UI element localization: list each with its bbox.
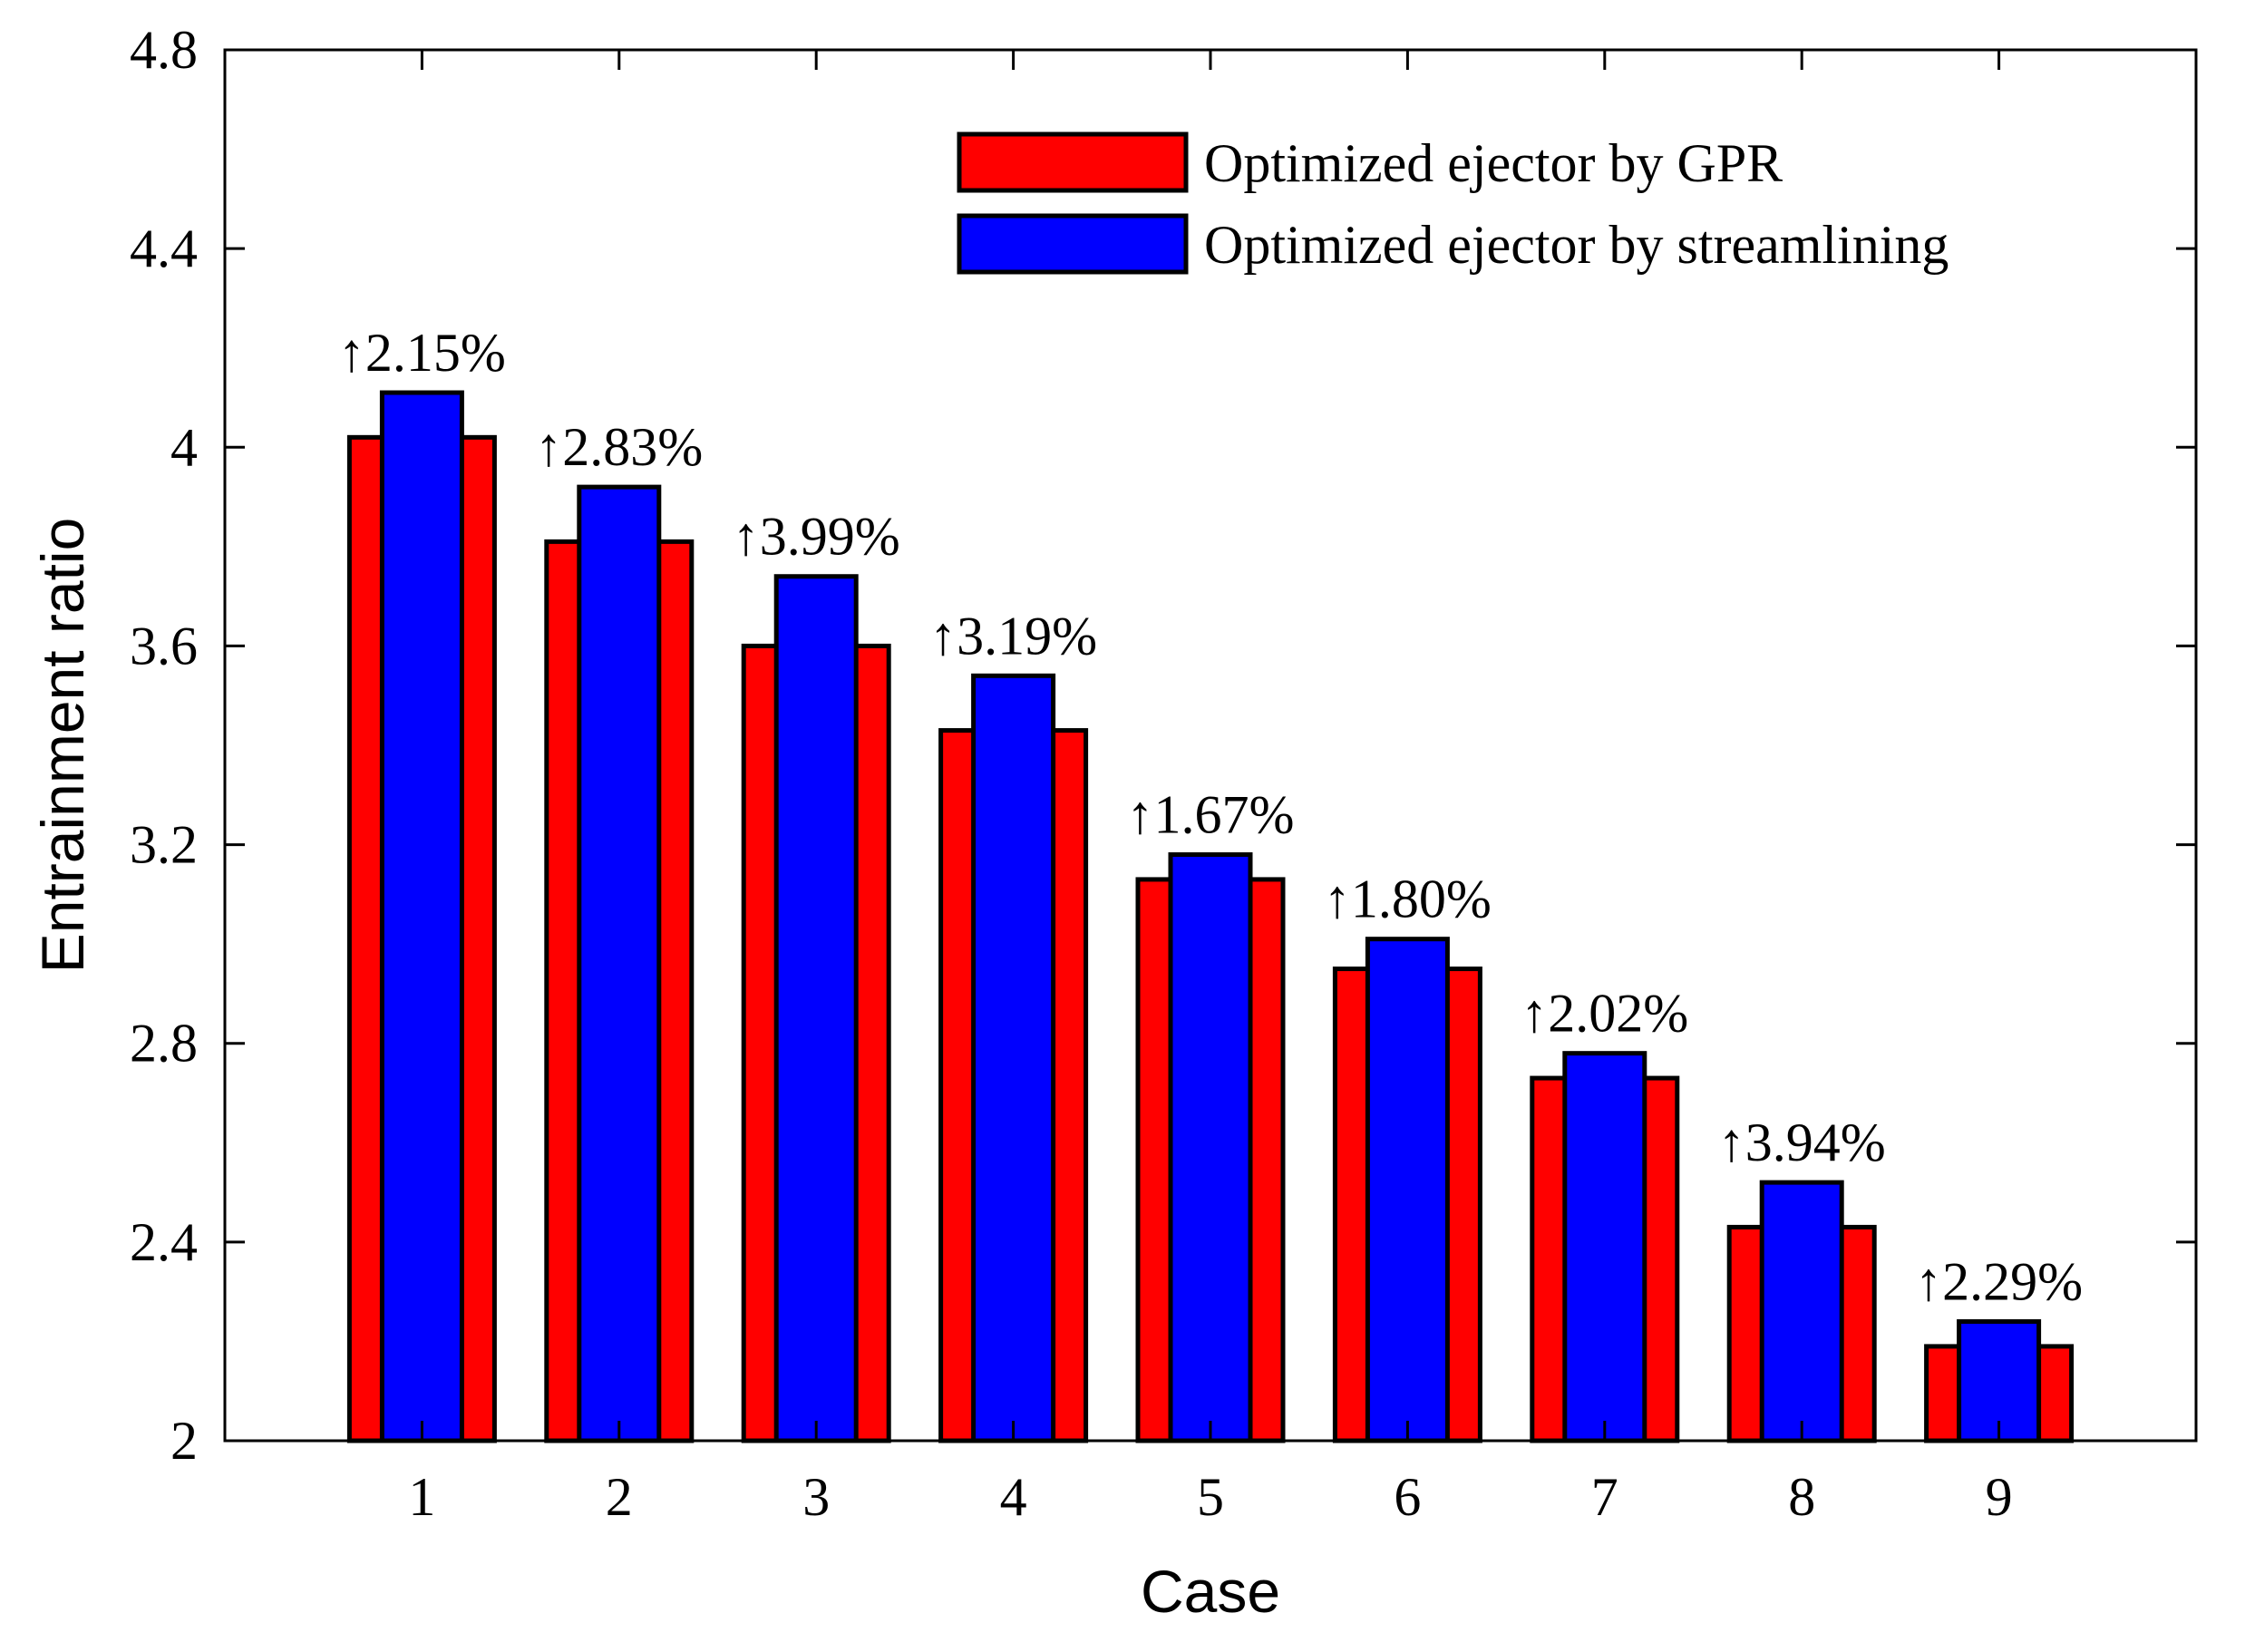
bar-streamlining-case-7 [1562, 1051, 1647, 1443]
y-tick-label: 4.8 [130, 20, 198, 80]
y-tick-label: 2.4 [130, 1212, 198, 1272]
x-axis-title: Case [1141, 1558, 1280, 1625]
improvement-label-case-7: ↑2.02% [1521, 984, 1688, 1044]
y-tick-label: 3.6 [130, 616, 198, 675]
y-tick-label: 2 [170, 1411, 198, 1471]
improvement-label-case-2: ↑2.83% [535, 417, 703, 477]
improvement-label-case-6: ↑1.80% [1324, 870, 1492, 929]
x-tick-label: 4 [1000, 1467, 1027, 1527]
bar-streamlining-case-4 [971, 673, 1056, 1443]
legend-label-streamlining: Optimized ejector by streamlining [1204, 215, 1949, 275]
data-labels-layer: ↑2.15% ↑2.83% ↑3.99% ↑3.19% ↑1.67% ↑1.80% ↑2.0… [338, 323, 2083, 1311]
x-tick-label: 7 [1591, 1467, 1618, 1527]
improvement-label-case-5: ↑1.67% [1127, 785, 1295, 845]
y-tick-label: 3.2 [130, 815, 198, 875]
y-axis-title: Entrainment ratio [29, 518, 96, 974]
y-tick-label: 4 [170, 417, 198, 477]
y-tick-label: 2.8 [130, 1014, 198, 1074]
x-tick-label: 1 [408, 1467, 435, 1527]
x-tick-label: 2 [606, 1467, 633, 1527]
bar-streamlining-case-2 [577, 484, 662, 1443]
bar-streamlining-case-8 [1759, 1180, 1844, 1443]
improvement-label-case-9: ↑2.29% [1915, 1252, 2083, 1312]
y-tick-label: 4.4 [130, 219, 198, 278]
x-tick-label: 9 [1986, 1467, 2013, 1527]
bar-streamlining-case-3 [773, 574, 859, 1443]
y-axis-ticks: 2 2.4 2.8 3.2 3.6 4 4.4 4.8 [130, 20, 2196, 1471]
improvement-label-case-3: ↑3.99% [733, 507, 900, 567]
legend-swatch-streamlining [957, 213, 1189, 275]
bars-layer [346, 390, 2075, 1443]
improvement-label-case-4: ↑3.19% [929, 606, 1097, 666]
x-axis-ticks: 1 2 3 4 5 6 7 8 9 [408, 50, 2013, 1527]
improvement-label-case-1: ↑2.15% [338, 323, 506, 383]
bar-streamlining-case-1 [379, 390, 464, 1443]
x-tick-label: 3 [802, 1467, 830, 1527]
legend-label-gpr: Optimized ejector by GPR [1204, 133, 1783, 193]
bar-streamlining-case-5 [1168, 852, 1253, 1443]
x-tick-label: 6 [1394, 1467, 1421, 1527]
improvement-label-case-8: ↑3.94% [1718, 1113, 1886, 1172]
x-tick-label: 5 [1197, 1467, 1224, 1527]
x-tick-label: 8 [1788, 1467, 1815, 1527]
legend: Optimized ejector by GPR Optimized eject… [957, 131, 1949, 275]
bar-streamlining-case-6 [1365, 937, 1450, 1443]
legend-swatch-gpr [957, 131, 1189, 193]
